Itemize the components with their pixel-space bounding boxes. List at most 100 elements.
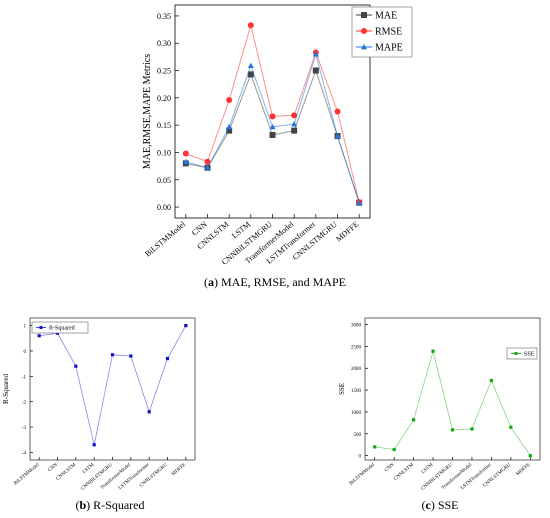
data-point bbox=[247, 62, 254, 69]
data-point bbox=[184, 324, 188, 328]
y-tick-label: 0.25 bbox=[157, 67, 171, 76]
y-tick-label: 0.00 bbox=[157, 203, 171, 212]
x-tick-label: BiLSTMModel bbox=[13, 462, 41, 486]
x-tick-label: LSTM bbox=[421, 462, 435, 475]
data-point bbox=[450, 428, 455, 432]
y-tick-label: 2500 bbox=[351, 345, 362, 350]
data-point bbox=[528, 454, 532, 458]
caption-a: (a) MAE, RMSE, and MAPE bbox=[203, 275, 346, 289]
data-point bbox=[269, 113, 276, 120]
caption-c-text: SSE bbox=[437, 498, 459, 512]
y-axis-title: MAE,RMSE,MAPE Metrics bbox=[142, 54, 153, 169]
y-tick-label: 0.20 bbox=[157, 94, 171, 103]
data-point bbox=[334, 133, 341, 139]
x-tick-label: CNN bbox=[47, 462, 59, 473]
legend-label: MAPE bbox=[375, 43, 403, 54]
y-tick-label: -4 bbox=[22, 451, 27, 456]
caption-b: (b) R-Squared bbox=[75, 498, 145, 512]
x-tick-label: MDFFE bbox=[171, 463, 187, 478]
data-point bbox=[204, 158, 211, 165]
legend-label: SSE bbox=[524, 352, 535, 358]
data-point bbox=[392, 447, 396, 452]
series-line-sse bbox=[374, 349, 531, 456]
data-point bbox=[334, 108, 341, 115]
y-tick-label: -3 bbox=[22, 426, 27, 431]
legend-box bbox=[31, 321, 89, 334]
data-point bbox=[226, 127, 233, 134]
data-point bbox=[247, 22, 254, 29]
data-point bbox=[291, 121, 298, 127]
y-tick-label: 0.35 bbox=[157, 12, 171, 21]
data-point bbox=[509, 425, 513, 429]
caption-c: (c) SSE bbox=[421, 498, 459, 512]
y-tick-label: 0.10 bbox=[157, 148, 171, 157]
data-point bbox=[37, 334, 41, 338]
data-point bbox=[291, 112, 298, 119]
y-tick-label: 2000 bbox=[351, 367, 362, 372]
x-tick-label: MDFFE bbox=[516, 463, 532, 478]
y-tick-label: 0.30 bbox=[157, 39, 171, 48]
data-point bbox=[269, 123, 276, 130]
data-point bbox=[182, 158, 189, 165]
caption-a-text: MAE, RMSE, and MAPE bbox=[220, 275, 346, 289]
plot-frame bbox=[364, 317, 541, 461]
data-point bbox=[92, 443, 96, 447]
data-point bbox=[269, 131, 276, 138]
legend-label: MAE bbox=[375, 11, 397, 22]
data-point bbox=[312, 51, 319, 57]
x-tick-label: BiLSTMModel bbox=[143, 219, 188, 258]
y-tick-label: -1 bbox=[22, 375, 27, 380]
data-point bbox=[373, 445, 377, 449]
y-axis-title: SSE bbox=[338, 383, 346, 395]
y-tick-label: 1500 bbox=[351, 389, 362, 394]
data-point bbox=[470, 427, 474, 431]
data-point bbox=[74, 364, 78, 368]
chart-panel-c: 0 500 1000 1500 2000 2500 3000 BiLSTMModel CNNCN… bbox=[338, 317, 541, 492]
x-tick-label: LSTM bbox=[82, 462, 96, 475]
x-tick-label: CNNLSTM bbox=[393, 462, 415, 482]
data-point bbox=[226, 97, 233, 104]
data-point bbox=[291, 127, 298, 134]
y-tick-label: 0.15 bbox=[157, 121, 171, 130]
data-point bbox=[110, 353, 115, 357]
data-point bbox=[165, 356, 170, 361]
x-tick-label: CNNLSTM bbox=[56, 462, 78, 482]
legend-label: RMSE bbox=[375, 27, 402, 38]
y-tick-label: 1 bbox=[24, 325, 27, 330]
x-tick-label: CNN bbox=[384, 462, 396, 473]
data-point bbox=[312, 67, 319, 74]
data-point bbox=[412, 418, 416, 422]
y-tick-label: 1000 bbox=[351, 411, 362, 416]
caption-c-letter: c bbox=[425, 498, 431, 512]
data-point bbox=[247, 71, 254, 78]
data-point bbox=[356, 199, 363, 206]
y-tick-label: 0 bbox=[24, 350, 27, 355]
x-tick-label: MDFFE bbox=[334, 220, 360, 244]
data-point bbox=[226, 123, 233, 130]
legend-marker bbox=[361, 28, 367, 34]
data-point bbox=[204, 164, 211, 171]
caption-a-letter: a bbox=[207, 275, 214, 289]
data-point bbox=[489, 378, 493, 383]
data-point bbox=[431, 349, 435, 353]
y-tick-label: 3000 bbox=[351, 324, 362, 329]
legend-marker bbox=[361, 44, 367, 50]
y-tick-label: 0.05 bbox=[157, 176, 171, 185]
y-tick-label: 0 bbox=[359, 455, 362, 460]
series-line-r-squared bbox=[39, 325, 187, 445]
y-tick-label: -2 bbox=[22, 401, 27, 406]
x-tick-label: CNNBiLSTMGRU bbox=[81, 462, 115, 491]
data-point bbox=[182, 150, 189, 157]
chart-panel-a: 0.00 0.05 0.10 0.15 0.20 0.25 0.30 0.35 BiLSTMMo… bbox=[142, 4, 413, 267]
legend-marker bbox=[39, 326, 43, 329]
legend-label: R-Squared bbox=[49, 326, 75, 332]
data-point bbox=[129, 354, 133, 358]
caption-b-text: R-Squared bbox=[93, 498, 145, 512]
plot-frame bbox=[174, 4, 371, 219]
x-tick-label: BiLSTMModel bbox=[349, 462, 377, 486]
legend-marker bbox=[514, 352, 518, 355]
caption-b-letter: b bbox=[79, 498, 87, 512]
y-axis-title: R-Squared bbox=[2, 374, 10, 404]
